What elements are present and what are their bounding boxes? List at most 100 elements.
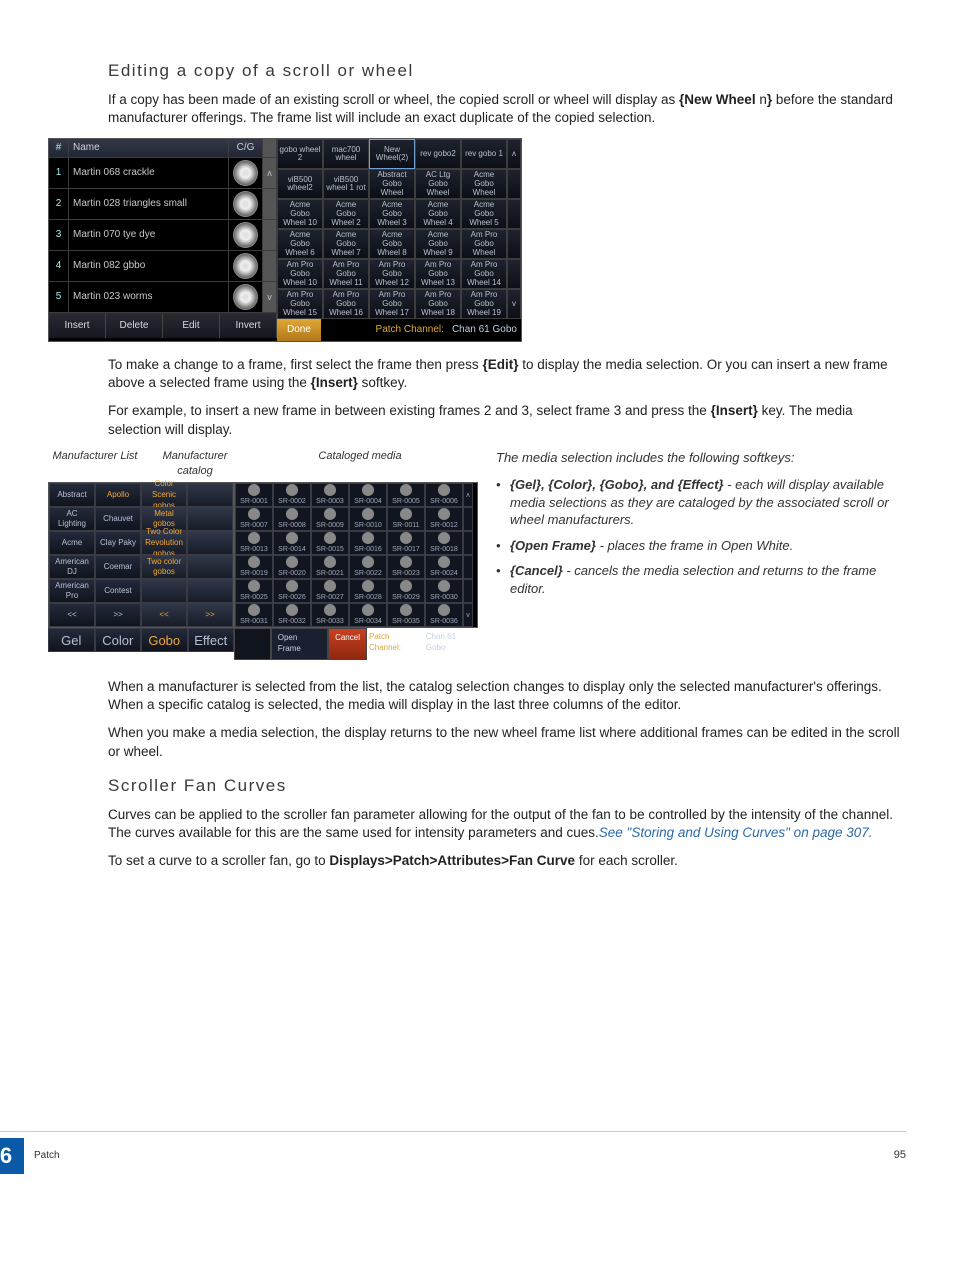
media-cell[interactable]: SR-0024 [425, 555, 463, 579]
manufacturer-cell[interactable]: Apollo [95, 483, 141, 507]
scrollbar[interactable] [507, 259, 521, 289]
wheel-cell[interactable]: Acme Gobo Wheel 6 [277, 229, 323, 259]
media-cell[interactable]: SR-0021 [311, 555, 349, 579]
catalog-cell[interactable]: Color Scenic gobos [141, 483, 187, 507]
media-cell[interactable]: SR-0014 [273, 531, 311, 555]
wheel-cell[interactable]: Abstract Gobo Wheel [369, 169, 415, 199]
media-cell[interactable]: SR-0013 [235, 531, 273, 555]
scrollbar[interactable]: v [507, 289, 521, 319]
scrollbar[interactable]: ᴧ [263, 158, 277, 188]
gel-button[interactable]: Gel [48, 628, 95, 652]
wheel-cell[interactable]: Am Pro Gobo Wheel 18 [415, 289, 461, 319]
wheel-cell[interactable]: Am Pro Gobo Wheel 14 [461, 259, 507, 289]
wheel-cell[interactable]: Acme Gobo Wheel 5 [461, 199, 507, 229]
frame-row-num[interactable]: 3 [49, 220, 69, 250]
media-cell[interactable]: SR-0018 [425, 531, 463, 555]
delete-button[interactable]: Delete [106, 313, 163, 339]
catalog-cell[interactable] [187, 579, 233, 603]
catalog-cell[interactable] [187, 483, 233, 507]
catalog-cell[interactable] [187, 531, 233, 555]
media-cell[interactable]: SR-0003 [311, 483, 349, 507]
scrollbar[interactable]: v [263, 282, 277, 312]
wheel-cell[interactable]: Acme Gobo Wheel 2 [323, 199, 369, 229]
wheel-cell[interactable]: rev gobo 1 [461, 139, 507, 169]
wheel-cell[interactable]: viB500 wheel2 [277, 169, 323, 199]
media-cell[interactable]: SR-0031 [235, 603, 273, 627]
frame-row-name[interactable]: Martin 023 worms [69, 282, 229, 312]
manufacturer-cell[interactable]: American Pro [49, 579, 95, 603]
manufacturer-cell[interactable]: Contest [95, 579, 141, 603]
done-button[interactable]: Done [277, 319, 321, 341]
catalog-cell[interactable]: << [141, 603, 187, 627]
media-cell[interactable]: SR-0022 [349, 555, 387, 579]
wheel-cell[interactable]: Am Pro Gobo Wheel 13 [415, 259, 461, 289]
frame-row-num[interactable]: 5 [49, 282, 69, 312]
wheel-cell[interactable]: gobo wheel 2 [277, 139, 323, 169]
media-cell[interactable]: SR-0006 [425, 483, 463, 507]
manufacturer-cell[interactable]: Abstract [49, 483, 95, 507]
manufacturer-cell[interactable]: >> [95, 603, 141, 627]
media-cell[interactable]: SR-0030 [425, 579, 463, 603]
frame-row-num[interactable]: 1 [49, 158, 69, 188]
frame-row-name[interactable]: Martin 028 triangles small [69, 189, 229, 219]
media-cell[interactable]: SR-0001 [235, 483, 273, 507]
wheel-cell[interactable]: AC Ltg Gobo Wheel [415, 169, 461, 199]
scrollbar[interactable]: ᴧ [507, 139, 521, 169]
scrollbar[interactable] [463, 555, 473, 579]
media-cell[interactable]: SR-0029 [387, 579, 425, 603]
manufacturer-cell[interactable]: Coemar [95, 555, 141, 579]
scrollbar[interactable] [507, 229, 521, 259]
scrollbar[interactable] [463, 531, 473, 555]
wheel-cell[interactable]: Am Pro Gobo Wheel 12 [369, 259, 415, 289]
media-cell[interactable]: SR-0019 [235, 555, 273, 579]
wheel-cell[interactable]: viB500 wheel 1 rot [323, 169, 369, 199]
wheel-cell[interactable]: Am Pro Gobo Wheel 17 [369, 289, 415, 319]
catalog-cell[interactable]: Two color gobos [141, 555, 187, 579]
media-cell[interactable]: SR-0025 [235, 579, 273, 603]
wheel-cell[interactable]: Acme Gobo Wheel 8 [369, 229, 415, 259]
scrollbar[interactable] [463, 507, 473, 531]
media-cell[interactable]: SR-0028 [349, 579, 387, 603]
media-cell[interactable]: SR-0034 [349, 603, 387, 627]
frame-row-name[interactable]: Martin 082 gbbo [69, 251, 229, 281]
invert-button[interactable]: Invert [220, 313, 277, 339]
scrollbar[interactable] [263, 220, 277, 250]
media-cell[interactable]: SR-0015 [311, 531, 349, 555]
media-cell[interactable]: SR-0027 [311, 579, 349, 603]
wheel-cell[interactable]: Acme Gobo Wheel [461, 169, 507, 199]
media-cell[interactable]: SR-0035 [387, 603, 425, 627]
media-cell[interactable]: SR-0002 [273, 483, 311, 507]
wheel-cell[interactable]: Acme Gobo Wheel 10 [277, 199, 323, 229]
wheel-cell[interactable]: Am Pro Gobo Wheel 11 [323, 259, 369, 289]
media-cell[interactable]: SR-0010 [349, 507, 387, 531]
wheel-cell[interactable]: Am Pro Gobo Wheel 15 [277, 289, 323, 319]
manufacturer-cell[interactable]: << [49, 603, 95, 627]
color-button[interactable]: Color [95, 628, 142, 652]
wheel-cell[interactable]: Am Pro Gobo Wheel 16 [323, 289, 369, 319]
catalog-cell[interactable]: >> [187, 603, 233, 627]
cancel-button[interactable]: Cancel [328, 628, 367, 660]
media-cell[interactable]: SR-0036 [425, 603, 463, 627]
manufacturer-cell[interactable]: Clay Paky [95, 531, 141, 555]
media-cell[interactable]: SR-0017 [387, 531, 425, 555]
scrollbar[interactable] [507, 199, 521, 229]
scrollbar[interactable] [463, 579, 473, 603]
manufacturer-cell[interactable]: Acme [49, 531, 95, 555]
catalog-cell[interactable] [141, 579, 187, 603]
wheel-cell[interactable]: Am Pro Gobo Wheel 10 [277, 259, 323, 289]
edit-button[interactable]: Edit [163, 313, 220, 339]
scrollbar[interactable] [263, 189, 277, 219]
wheel-cell[interactable]: New Wheel(2) [369, 139, 415, 169]
scrollbar[interactable] [263, 251, 277, 281]
frame-row-num[interactable]: 4 [49, 251, 69, 281]
catalog-cell[interactable] [187, 507, 233, 531]
wheel-cell[interactable]: Acme Gobo Wheel 3 [369, 199, 415, 229]
effect-button[interactable]: Effect [188, 628, 235, 652]
wheel-cell[interactable]: Acme Gobo Wheel 7 [323, 229, 369, 259]
media-cell[interactable]: SR-0012 [425, 507, 463, 531]
wheel-cell[interactable]: Acme Gobo Wheel 9 [415, 229, 461, 259]
frame-row-name[interactable]: Martin 070 tye dye [69, 220, 229, 250]
media-cell[interactable]: SR-0007 [235, 507, 273, 531]
frame-row-name[interactable]: Martin 068 crackle [69, 158, 229, 188]
media-cell[interactable]: SR-0033 [311, 603, 349, 627]
